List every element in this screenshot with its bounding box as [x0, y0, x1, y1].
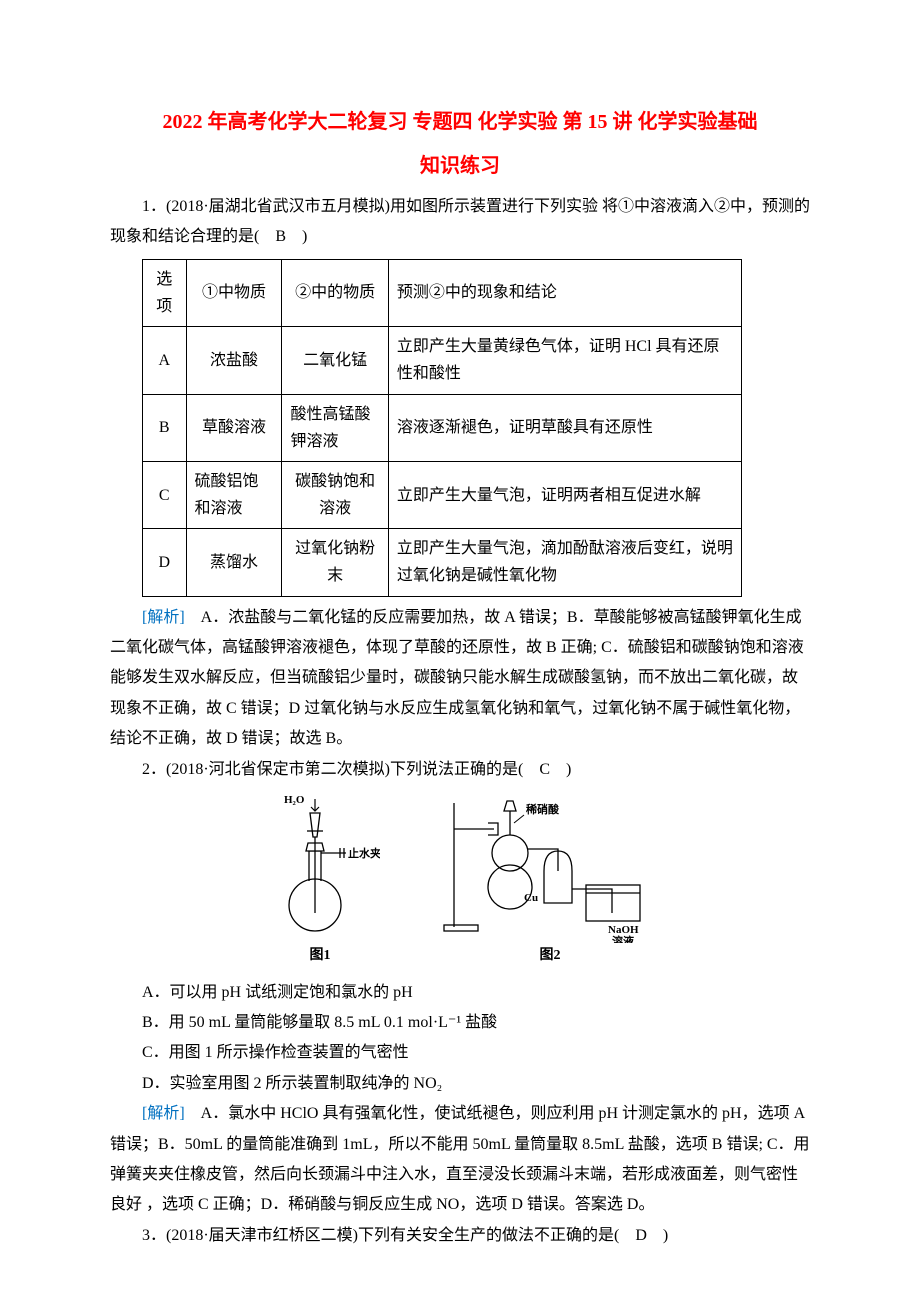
- q2-options: A．可以用 pH 试纸测定饱和氯水的 pH B．用 50 mL 量筒能够量取 8…: [142, 978, 810, 1100]
- q1-cell: 立即产生大量气泡，滴加酚酞溶液后变红，说明过氧化钠是碱性氧化物: [388, 529, 741, 596]
- q1-cell: 酸性高锰酸钾溶液: [282, 394, 388, 461]
- acid-label: 稀硝酸: [526, 802, 560, 816]
- q1-cell: B: [143, 394, 187, 461]
- q2-stem: 2．(2018·河北省保定市第二次模拟)下列说法正确的是( C ): [110, 755, 810, 785]
- figure-1: H₂O 止水夹 图1: [260, 793, 380, 970]
- table-row: B 草酸溶液 酸性高锰酸钾溶液 溶液逐渐褪色，证明草酸具有还原性: [143, 394, 742, 461]
- q1-th-3: 预测②中的现象和结论: [388, 259, 741, 326]
- main-title-line1: 2022 年高考化学大二轮复习 专题四 化学实验 第 15 讲 化学实验基础: [110, 100, 810, 144]
- q1-cell: 硫酸铝饱和溶液: [186, 461, 282, 528]
- flask-apparatus-icon: H₂O 止水夹: [260, 793, 380, 943]
- q2-option-d: D．实验室用图 2 所示装置制取纯净的 NO₂: [142, 1069, 810, 1099]
- table-row: A 浓盐酸 二氧化锰 立即产生大量黄绿色气体，证明 HCl 具有还原性和酸性: [143, 327, 742, 394]
- q2-option-c: C．用图 1 所示操作检查装置的气密性: [142, 1038, 810, 1068]
- q1-cell: C: [143, 461, 187, 528]
- q1-th-2: ②中的物质: [282, 259, 388, 326]
- figure-2: 稀硝酸 Cu NaOH 溶液 图2: [440, 793, 660, 970]
- h2o-label: H₂O: [284, 794, 305, 806]
- q1-cell: 立即产生大量黄绿色气体，证明 HCl 具有还原性和酸性: [388, 327, 741, 394]
- q1-cell: 溶液逐渐褪色，证明草酸具有还原性: [388, 394, 741, 461]
- q1-cell: D: [143, 529, 187, 596]
- page: 2022 年高考化学大二轮复习 专题四 化学实验 第 15 讲 化学实验基础 知…: [0, 0, 920, 1311]
- cu-label: Cu: [524, 892, 538, 904]
- fig1-caption: 图1: [310, 943, 331, 970]
- analysis-label: [解析]: [142, 609, 185, 626]
- gas-apparatus-icon: 稀硝酸 Cu NaOH 溶液: [440, 793, 660, 943]
- q1-cell: 碳酸钠饱和溶液: [282, 461, 388, 528]
- q2-analysis-text: A．氯水中 HClO 具有强氧化性，使试纸褪色，则应利用 pH 计测定氯水的 p…: [110, 1105, 810, 1213]
- q1-table: 选项 ①中物质 ②中的物质 预测②中的现象和结论 A 浓盐酸 二氧化锰 立即产生…: [142, 259, 742, 597]
- q1-cell: 二氧化锰: [282, 327, 388, 394]
- table-row: D 蒸馏水 过氧化钠粉末 立即产生大量气泡，滴加酚酞溶液后变红，说明过氧化钠是碱…: [143, 529, 742, 596]
- main-title-line2: 知识练习: [110, 144, 810, 188]
- q1-cell: A: [143, 327, 187, 394]
- q1-analysis: [解析] A．浓盐酸与二氧化锰的反应需要加热，故 A 错误；B．草酸能够被高锰酸…: [110, 603, 810, 755]
- naoh-label-1: NaOH: [608, 924, 639, 936]
- naoh-label-2: 溶液: [612, 934, 635, 943]
- q1-th-1: ①中物质: [186, 259, 282, 326]
- table-row: 选项 ①中物质 ②中的物质 预测②中的现象和结论: [143, 259, 742, 326]
- q1-cell: 立即产生大量气泡，证明两者相互促进水解: [388, 461, 741, 528]
- analysis-label: [解析]: [142, 1105, 185, 1122]
- q1-cell: 浓盐酸: [186, 327, 282, 394]
- q1-cell: 过氧化钠粉末: [282, 529, 388, 596]
- q1-cell: 蒸馏水: [186, 529, 282, 596]
- table-row: C 硫酸铝饱和溶液 碳酸钠饱和溶液 立即产生大量气泡，证明两者相互促进水解: [143, 461, 742, 528]
- q2-option-a: A．可以用 pH 试纸测定饱和氯水的 pH: [142, 978, 810, 1008]
- q2-analysis: [解析] A．氯水中 HClO 具有强氧化性，使试纸褪色，则应利用 pH 计测定…: [110, 1099, 810, 1221]
- clip-label: 止水夹: [348, 846, 380, 860]
- q1-analysis-text: A．浓盐酸与二氧化锰的反应需要加热，故 A 错误；B．草酸能够被高锰酸钾氧化生成…: [110, 609, 804, 748]
- fig2-caption: 图2: [540, 943, 561, 970]
- q2-figures: H₂O 止水夹 图1: [110, 793, 810, 970]
- q1-stem: 1．(2018·届湖北省武汉市五月模拟)用如图所示装置进行下列实验 将①中溶液滴…: [110, 192, 810, 253]
- q3-stem: 3．(2018·届天津市红桥区二模)下列有关安全生产的做法不正确的是( D ): [110, 1221, 810, 1251]
- q2-option-b: B．用 50 mL 量筒能够量取 8.5 mL 0.1 mol·L⁻¹ 盐酸: [142, 1008, 810, 1038]
- q1-cell: 草酸溶液: [186, 394, 282, 461]
- q1-th-0: 选项: [143, 259, 187, 326]
